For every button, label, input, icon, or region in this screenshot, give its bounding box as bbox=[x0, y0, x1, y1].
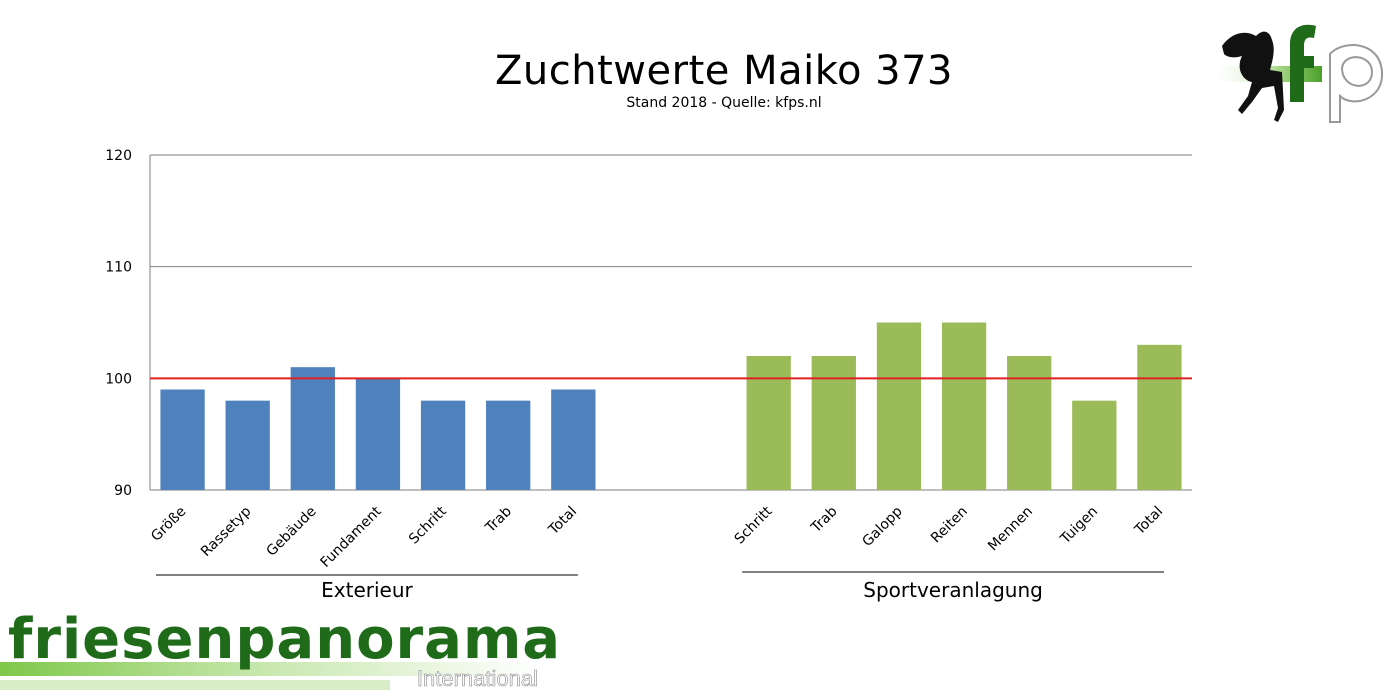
bar-0-1 bbox=[225, 400, 270, 490]
x-tick-label: Trab bbox=[808, 503, 841, 536]
y-tick-label: 110 bbox=[105, 260, 132, 276]
bar-0-3 bbox=[355, 378, 401, 490]
y-tick-label: 120 bbox=[105, 148, 132, 164]
friesenpanorama-wordmark: friesenpanorama bbox=[8, 607, 560, 672]
fp-letters-icon bbox=[1290, 24, 1384, 123]
x-tick-label: Schritt bbox=[732, 503, 776, 547]
bar-0-5 bbox=[486, 400, 531, 490]
horse-icon bbox=[1222, 31, 1284, 122]
bar-0-6 bbox=[551, 389, 596, 490]
bar-1-4 bbox=[1007, 356, 1052, 490]
x-tick-label: Total bbox=[1131, 504, 1166, 539]
x-tick-label: Größe bbox=[148, 504, 189, 545]
x-tick-label: Total bbox=[545, 504, 580, 539]
x-tick-label: Mennen bbox=[985, 504, 1036, 555]
x-tick-label: Gebäude bbox=[264, 504, 320, 560]
bar-1-6 bbox=[1137, 344, 1182, 490]
friesenpanorama-logo: friesenpanorama International bbox=[0, 607, 560, 691]
chart-title: Zuchtwerte Maiko 373 bbox=[495, 48, 953, 94]
bar-1-1 bbox=[811, 356, 856, 490]
y-tick-label: 90 bbox=[114, 483, 132, 499]
bar-1-5 bbox=[1072, 400, 1117, 490]
x-tick-label: Galopp bbox=[859, 503, 906, 550]
kfps-horse-logo bbox=[1212, 24, 1384, 123]
bar-1-3 bbox=[941, 322, 987, 490]
chart-subtitle: Stand 2018 - Quelle: kfps.nl bbox=[626, 95, 822, 111]
y-tick-label: 100 bbox=[105, 371, 132, 387]
svg-text:friesenpanorama: friesenpanorama bbox=[8, 607, 560, 672]
x-tick-label: Trab bbox=[482, 503, 515, 536]
bar-0-4 bbox=[420, 400, 466, 490]
x-tick-label: Tuigen bbox=[1057, 504, 1101, 548]
international-wordmark: International bbox=[417, 666, 538, 691]
group-label: Exterieur bbox=[321, 578, 413, 602]
bar-0-0 bbox=[160, 389, 205, 490]
bar-1-0 bbox=[746, 356, 791, 490]
group-label: Sportveranlagung bbox=[863, 578, 1043, 602]
x-tick-label: Rassetyp bbox=[198, 503, 255, 560]
x-tick-label: Fundament bbox=[318, 503, 386, 571]
bar-1-2 bbox=[876, 322, 922, 490]
x-tick-label: Reiten bbox=[928, 504, 971, 547]
x-tick-label: Schritt bbox=[406, 503, 450, 547]
bar-0-2 bbox=[290, 367, 335, 490]
